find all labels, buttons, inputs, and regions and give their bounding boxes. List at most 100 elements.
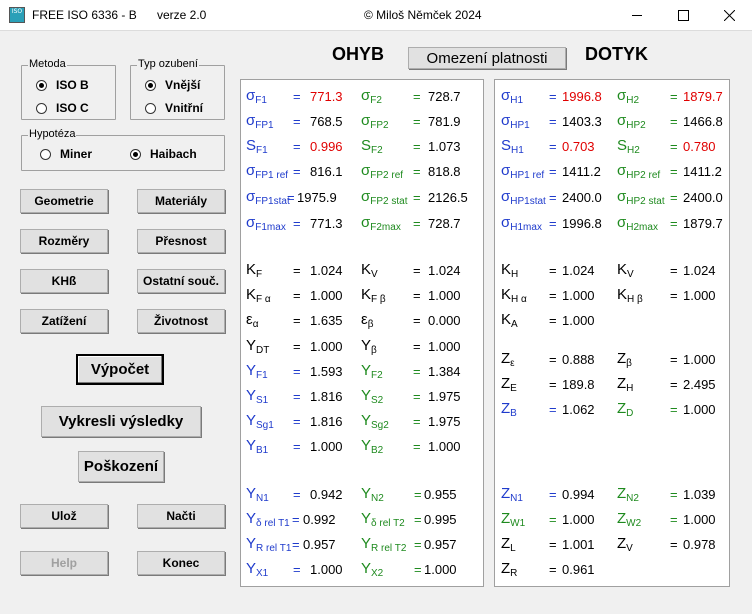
result-value: 1.975 [428,389,461,404]
equals-sign: = [413,313,421,328]
symbol-letter: Z [501,375,511,392]
symbol-letter: Y [361,412,372,429]
result-value: 1.000 [428,288,461,303]
radio-label: Vnější [165,78,201,92]
minimize-button[interactable] [614,0,660,31]
equals-sign: = [293,562,301,577]
khb-button[interactable]: KHß [20,269,108,293]
symbol-label: YR rel T1 [246,536,291,554]
symbol-label: YF1 [246,363,268,381]
radio-iso-b[interactable]: ISO B [36,78,89,92]
omezeni-platnosti-button[interactable]: Omezení platnosti [408,47,566,69]
vykresli-vysledky-button[interactable]: Vykresli výsledky [41,406,201,437]
result-value: 1.975 [428,414,461,429]
symbol-label: KF [246,262,262,280]
radio-haibach[interactable]: Haibach [130,147,197,161]
dotyk-results-panel [494,79,730,587]
symbol-letter: σ [246,87,256,104]
symbol-subscript: B2 [371,445,384,456]
uloz-button[interactable]: Ulož [20,504,108,528]
zatizeni-button[interactable]: Zatížení [20,309,108,333]
symbol-letter: Z [617,375,627,392]
symbol-subscript: H2 [627,145,640,156]
vypocet-button[interactable]: Výpočet [76,354,164,385]
konec-button[interactable]: Konec [137,551,225,575]
help-button[interactable]: Help [20,551,108,575]
symbol-label: KV [617,262,634,280]
symbol-letter: σ [361,112,371,129]
equals-sign: = [292,512,300,527]
symbol-letter: K [361,261,372,278]
radio-vnitrni[interactable]: Vnitřní [145,101,203,115]
result-value: 1996.8 [562,216,602,231]
result-value: 1.593 [310,364,343,379]
symbol-label: Yδ rel T2 [361,511,405,529]
result-value: 1879.7 [683,216,723,231]
radio-label: ISO B [56,78,89,92]
symbol-label: σF1max [246,215,286,233]
symbol-letter: σ [501,188,511,205]
symbol-subscript: H [511,269,519,280]
nacti-button[interactable]: Načti [137,504,225,528]
symbol-label: ZR [501,561,517,579]
result-value: 1.000 [683,288,716,303]
minimize-icon [631,15,642,16]
equals-sign: = [549,377,557,392]
equals-sign: = [293,89,301,104]
symbol-label: YN1 [246,486,269,504]
close-button[interactable] [706,0,752,31]
symbol-label: ZH [617,376,633,394]
symbol-label: ZD [617,401,633,419]
symbol-subscript: FP2 ref [370,170,404,181]
symbol-label: SF2 [361,138,383,156]
symbol-subscript: β [367,319,374,330]
result-value: 0.888 [562,352,595,367]
result-value: 1466.8 [683,114,723,129]
symbol-subscript: FP2 [370,120,389,131]
symbol-letter: Z [617,400,627,417]
rozmery-button[interactable]: Rozměry [20,229,108,253]
symbol-subscript: HP2 [626,120,646,131]
geometrie-button[interactable]: Geometrie [20,189,108,213]
equals-sign: = [549,89,557,104]
poskozeni-button[interactable]: Poškození [78,451,164,482]
zivotnost-button[interactable]: Životnost [137,309,225,333]
result-value: 1.062 [562,402,595,417]
symbol-label: ZV [617,536,633,554]
materialy-button[interactable]: Materiály [137,189,225,213]
symbol-subscript: Sg2 [371,420,389,431]
symbol-label: YF2 [361,363,383,381]
result-value: 1.073 [428,139,461,154]
equals-sign: = [670,402,678,417]
result-value: 1.000 [562,512,595,527]
symbol-letter: Z [501,400,511,417]
symbol-letter: σ [617,162,627,179]
radio-vnejsi[interactable]: Vnější [145,78,200,92]
radio-iso-c[interactable]: ISO C [36,101,89,115]
symbol-letter: K [501,286,512,303]
result-value: 1.001 [562,537,595,552]
symbol-subscript: HP1 [510,120,530,131]
result-value: 1411.2 [683,164,722,179]
result-value: 728.7 [428,216,461,231]
presnost-button[interactable]: Přesnost [137,229,225,253]
symbol-label: σH1 [501,88,523,106]
radio-miner[interactable]: Miner [40,147,92,161]
equals-sign: = [293,263,301,278]
symbol-letter: Y [361,362,372,379]
symbol-label: εα [246,312,258,330]
symbol-subscript: ε [510,358,515,369]
equals-sign: = [670,537,678,552]
symbol-label: σH2 [617,88,639,106]
result-value: 1403.3 [562,114,602,129]
maximize-button[interactable] [660,0,706,31]
metoda-caption: Metoda [28,58,67,70]
symbol-label: σF2max [361,215,401,233]
equals-sign: = [413,89,421,104]
equals-sign: = [414,512,422,527]
symbol-subscript: V [371,269,378,280]
maximize-icon [677,10,689,21]
ostatni-souc-button[interactable]: Ostatní souč. [137,269,225,293]
symbol-subscript: B [510,408,517,419]
equals-sign: = [413,339,421,354]
